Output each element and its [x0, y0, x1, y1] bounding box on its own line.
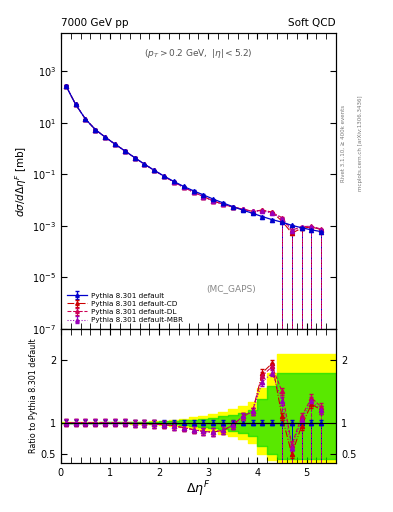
- Y-axis label: $d\sigma/d\Delta\eta^{F}$ [mb]: $d\sigma/d\Delta\eta^{F}$ [mb]: [13, 145, 29, 217]
- X-axis label: $\Delta\eta^{F}$: $\Delta\eta^{F}$: [186, 480, 211, 499]
- Text: Rivet 3.1.10, ≥ 400k events: Rivet 3.1.10, ≥ 400k events: [341, 105, 346, 182]
- Text: $(p_T > 0.2\ \mathrm{GeV},\ |\eta| < 5.2)$: $(p_T > 0.2\ \mathrm{GeV},\ |\eta| < 5.2…: [144, 47, 253, 59]
- Y-axis label: Ratio to Pythia 8.301 default: Ratio to Pythia 8.301 default: [29, 339, 38, 454]
- Text: Soft QCD: Soft QCD: [288, 18, 336, 28]
- Text: 7000 GeV pp: 7000 GeV pp: [61, 18, 129, 28]
- Legend: Pythia 8.301 default, Pythia 8.301 default-CD, Pythia 8.301 default-DL, Pythia 8: Pythia 8.301 default, Pythia 8.301 defau…: [64, 290, 185, 325]
- Text: mcplots.cern.ch [arXiv:1306.3436]: mcplots.cern.ch [arXiv:1306.3436]: [358, 96, 363, 191]
- Text: (MC_GAPS): (MC_GAPS): [207, 285, 256, 293]
